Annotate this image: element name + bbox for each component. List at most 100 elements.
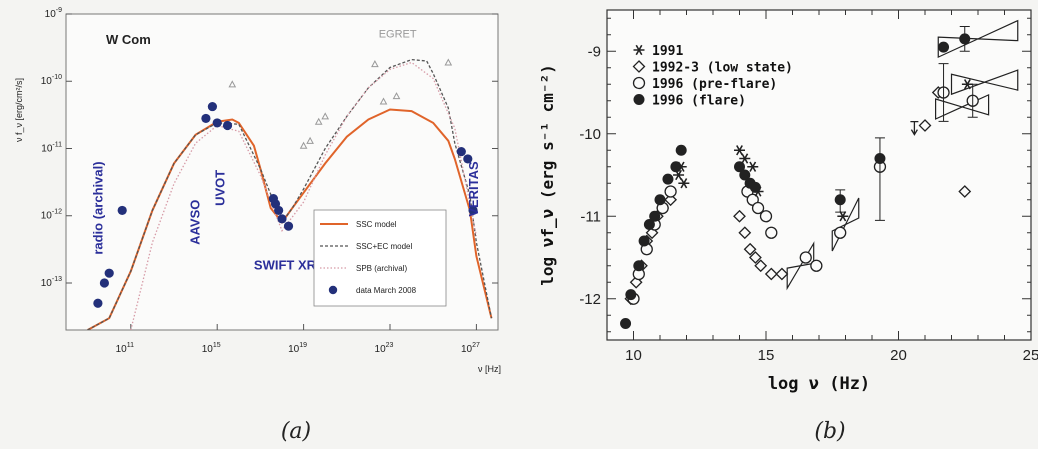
- point-flare: [739, 169, 751, 181]
- point-pre-flare: [799, 251, 812, 264]
- y-tick-exponent: -10: [52, 74, 62, 81]
- x-tick-exponent: 19: [299, 342, 307, 349]
- panel-a-axes: [66, 13, 498, 330]
- point-pre-flare: [751, 201, 765, 215]
- point-flare: [675, 144, 687, 156]
- y-tick-label: 10-11: [41, 141, 62, 154]
- upper-limit-arrow: [910, 120, 919, 136]
- point-1991: [837, 211, 849, 222]
- point-low-state: [733, 209, 746, 223]
- point-flare: [633, 94, 645, 105]
- data-point: [201, 113, 211, 124]
- caption-b: (b): [814, 419, 845, 444]
- point-1991: [633, 44, 645, 56]
- data-point: [274, 205, 284, 216]
- model-line-dashed: [87, 58, 493, 330]
- point-low-state: [918, 119, 932, 132]
- x-tick-label: 25: [1023, 347, 1038, 364]
- annotation-label: AAVSO: [187, 200, 202, 245]
- point-flare: [638, 235, 650, 247]
- point-flare: [633, 260, 645, 272]
- panel-a-legend: SSC model SSC+EC model SPB (archival) data …: [313, 209, 447, 307]
- data-point: [468, 205, 478, 216]
- data-point: [207, 101, 218, 112]
- point-low-state: [743, 242, 757, 256]
- error-bar: [874, 137, 885, 221]
- x-tick-exponent: 11: [127, 342, 134, 349]
- y-tick-label: -12: [579, 291, 601, 308]
- point-1991: [678, 178, 690, 189]
- error-bar: [959, 26, 970, 52]
- panel-b-axes: [606, 10, 1032, 340]
- y-tick-label: -10: [579, 126, 601, 143]
- point-low-state: [738, 226, 752, 240]
- panel-a-model-lines: [87, 58, 493, 330]
- annotation-label: VERITAS: [466, 161, 481, 217]
- point-low-state: [748, 251, 762, 264]
- point-1991: [734, 145, 745, 156]
- error-bar: [938, 63, 949, 122]
- egret-triangle: [444, 58, 453, 66]
- y-tick-exponent: -9: [56, 7, 62, 14]
- legend-label: SPB (archival): [356, 264, 407, 273]
- x-tick-label: 1011: [116, 342, 134, 355]
- error-bar: [835, 189, 846, 213]
- x-tick-label: 1019: [288, 342, 307, 355]
- point-low-state: [764, 267, 778, 281]
- egret-triangle: [228, 80, 237, 88]
- point-flare: [938, 41, 950, 53]
- legend-label: data March 2008: [356, 286, 417, 295]
- annotation-label: radio (archival): [91, 161, 106, 254]
- panel-b-chart: 10 15 20 25 -9 -10 -11 -12 log ν (Hz) log νf_ν …: [538, 9, 1038, 394]
- panel-a-annotations: radio (archival) UVOT AAVSO SWIFT XRT EGRET V…: [91, 28, 481, 272]
- egret-triangle: [299, 141, 308, 149]
- panel-b-tick-labels: 10 15 20 25 -9 -10 -11 -12: [579, 43, 1038, 364]
- data-point: [222, 120, 233, 131]
- panel-b-data-points: [620, 26, 979, 329]
- point-pre-flare: [810, 259, 823, 272]
- x-tick-label: 10: [625, 347, 642, 364]
- egret-triangle: [379, 97, 388, 105]
- y-tick-label: -11: [580, 208, 601, 225]
- model-line-dotted: [130, 61, 478, 330]
- legend-label: 1996 (flare): [652, 94, 746, 109]
- panel-b-ylabel: log νf_ν (erg s⁻¹ cm⁻²): [538, 64, 557, 286]
- data-point: [117, 205, 127, 216]
- x-tick-exponent: 15: [213, 342, 221, 349]
- legend-label: SSC model: [356, 220, 397, 229]
- error-bar: [967, 83, 978, 118]
- data-point: [99, 278, 110, 288]
- caption-a: (a): [281, 419, 311, 444]
- bowtie: [950, 69, 1019, 96]
- data-point: [212, 118, 222, 128]
- panel-a-data-points: [93, 101, 478, 308]
- y-tick-label: 10-12: [41, 209, 62, 222]
- point-flare: [662, 173, 674, 185]
- panel-a-xlabel: ν [Hz]: [478, 364, 501, 374]
- panel-a-chart: 10-9 10-10 10-11 10-12 10-13 1011 1015 1019 1023…: [14, 7, 501, 374]
- annotation-label: SWIFT XRT: [254, 257, 324, 272]
- data-point: [93, 298, 103, 308]
- egret-triangle: [314, 117, 323, 125]
- y-tick-exponent: -11: [52, 141, 62, 148]
- data-point: [104, 268, 114, 278]
- point-low-state: [775, 267, 789, 281]
- point-flare: [643, 219, 655, 230]
- y-tick-exponent: -12: [52, 209, 62, 216]
- data-point: [283, 221, 294, 231]
- panel-a-title: W Com: [106, 32, 151, 47]
- point-flare: [749, 181, 761, 193]
- legend-label: 1996 (pre-flare): [652, 77, 777, 92]
- legend-marker: [328, 285, 338, 295]
- point-flare: [649, 210, 661, 222]
- point-low-state: [958, 185, 972, 198]
- y-tick-label: 10-13: [41, 276, 62, 289]
- x-tick-exponent: 27: [472, 342, 480, 349]
- point-pre-flare: [759, 210, 773, 223]
- data-point: [456, 146, 466, 157]
- x-tick-label: 1015: [202, 342, 221, 355]
- panel-a-ylabel: ν f_ν [erg/cm²/s]: [14, 78, 24, 142]
- x-tick-label: 15: [758, 347, 775, 364]
- point-pre-flare: [834, 226, 847, 239]
